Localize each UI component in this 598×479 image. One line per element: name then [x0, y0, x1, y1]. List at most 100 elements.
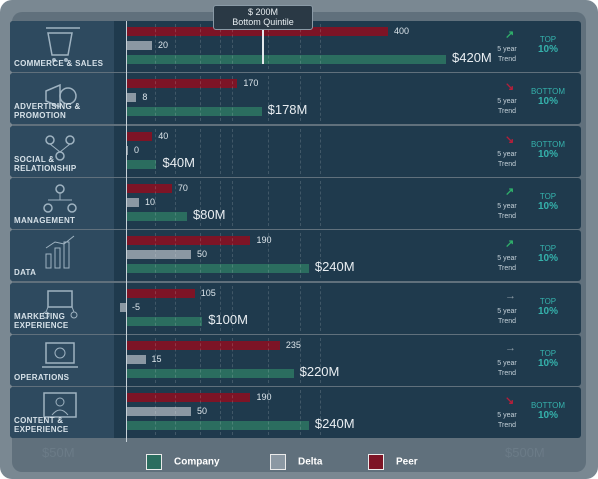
- trend-label: 5 year Trend: [497, 255, 517, 273]
- rank-label: BOTTOM: [530, 401, 566, 411]
- delta-bar[interactable]: [126, 93, 137, 103]
- company-value: $420M: [452, 50, 492, 65]
- peer-value: 235: [285, 339, 301, 350]
- rank-percent: 10%: [537, 410, 558, 422]
- category-cell: OPERATIONS: [10, 334, 114, 386]
- category-row[interactable]: OPERATIONS 235 15 $220M → 5 year Trend T…: [10, 334, 581, 386]
- category-label: ADVERTISING & PROMOTION: [14, 102, 81, 121]
- grid-line: [300, 76, 302, 122]
- rank-label: TOP: [539, 191, 557, 201]
- delta-value: 0: [134, 144, 140, 155]
- legend-peer[interactable]: Peer: [368, 454, 418, 470]
- delta-value: 50: [197, 249, 208, 260]
- company-bar[interactable]: [126, 55, 446, 64]
- grid-line: [320, 128, 322, 174]
- category-cell: COMMERCE & SALES: [10, 21, 114, 72]
- rank-badge: BOTTOM 10%: [522, 87, 574, 107]
- peer-bar[interactable]: [126, 79, 238, 89]
- grid-line: [320, 76, 322, 122]
- grid-line: [155, 76, 157, 122]
- peer-bar[interactable]: [126, 288, 195, 298]
- legend-company[interactable]: Company: [146, 454, 220, 470]
- delta-bar[interactable]: [126, 354, 146, 364]
- grid-line: [268, 180, 270, 226]
- grid-line: [175, 337, 177, 383]
- grid-line: [155, 390, 157, 436]
- grid-line: [300, 285, 302, 331]
- rank-badge: TOP 10%: [522, 349, 574, 369]
- category-label: OPERATIONS: [14, 372, 70, 382]
- legend-delta-swatch: [270, 454, 286, 470]
- hover-tooltip: $ 200M Bottom Quintile: [213, 5, 313, 30]
- delta-bar[interactable]: [126, 145, 128, 155]
- grid-line: [155, 285, 157, 331]
- grid-line: [200, 233, 202, 279]
- company-bar[interactable]: [126, 107, 262, 117]
- peer-value: 105: [200, 287, 216, 298]
- trend-down-icon: ↘: [505, 395, 515, 408]
- grid-line: [175, 233, 177, 279]
- rank-percent: 10%: [537, 96, 558, 108]
- rank-label: TOP: [539, 296, 557, 306]
- legend-delta[interactable]: Delta: [270, 454, 322, 470]
- legend-company-swatch: [146, 454, 162, 470]
- grid-line: [200, 180, 202, 226]
- peer-bar[interactable]: [126, 183, 172, 193]
- grid-line: [200, 337, 202, 383]
- grid-line: [155, 180, 157, 226]
- company-bar[interactable]: [126, 211, 187, 221]
- company-bar[interactable]: [126, 316, 203, 326]
- peer-bar[interactable]: [126, 27, 388, 36]
- rank-percent: 10%: [537, 357, 558, 369]
- delta-bar[interactable]: [126, 41, 152, 50]
- grid-line: [200, 285, 202, 331]
- grid-line: [300, 233, 302, 279]
- peer-bar[interactable]: [126, 131, 153, 141]
- delta-bar[interactable]: [126, 250, 191, 260]
- rank-badge: BOTTOM 10%: [522, 140, 574, 160]
- grid-line: [200, 76, 202, 122]
- peer-bar[interactable]: [126, 393, 251, 403]
- rank-badge: TOP 10%: [522, 244, 574, 264]
- category-cell: DATA: [10, 230, 114, 282]
- peer-bar[interactable]: [126, 236, 251, 246]
- tooltip-marker: [262, 30, 264, 64]
- category-label: CONTENT & EXPERIENCE: [14, 416, 69, 435]
- category-row[interactable]: ADVERTISING & PROMOTION 170 8 $178M ↘ 5 …: [10, 73, 581, 125]
- rank-label: TOP: [539, 348, 557, 358]
- grid-line: [268, 128, 270, 174]
- grid-line: [220, 285, 222, 331]
- trend-label: 5 year Trend: [497, 307, 517, 325]
- company-bar[interactable]: [126, 368, 294, 378]
- grid-line: [232, 128, 234, 174]
- grid-line: [175, 76, 177, 122]
- company-bar[interactable]: [126, 159, 157, 169]
- trend-label: 5 year Trend: [497, 359, 517, 377]
- peer-bar[interactable]: [126, 340, 280, 350]
- category-row[interactable]: MANAGEMENT 70 10 $80M ↗ 5 year Trend TOP…: [10, 177, 581, 229]
- category-row[interactable]: SOCIAL & RELATIONSHIP 40 0 $40M ↘ 5 year…: [10, 125, 581, 177]
- grid-line: [320, 390, 322, 436]
- grid-line: [232, 285, 234, 331]
- grid-line: [320, 337, 322, 383]
- grid-line: [320, 233, 322, 279]
- delta-bar[interactable]: [126, 407, 191, 417]
- grid-line: [300, 128, 302, 174]
- category-row[interactable]: CONTENT & EXPERIENCE 190 50 $240M ↘ 5 ye…: [10, 387, 581, 439]
- peer-value: 170: [243, 78, 259, 89]
- category-row[interactable]: MARKETING EXPERIENCE 105 -5 $100M → 5 ye…: [10, 282, 581, 334]
- company-bar[interactable]: [126, 421, 309, 431]
- delta-bar[interactable]: [126, 197, 139, 207]
- grid-line: [268, 24, 270, 69]
- network-nodes-icon: [42, 289, 78, 318]
- company-bar[interactable]: [126, 264, 309, 274]
- category-row[interactable]: DATA 190 50 $240M ↗ 5 year Trend TOP 10%: [10, 230, 581, 282]
- rank-label: BOTTOM: [530, 87, 566, 97]
- trend-down-icon: ↘: [505, 133, 515, 146]
- grid-line: [232, 233, 234, 279]
- delta-bar[interactable]: [119, 302, 126, 312]
- grid-line: [220, 390, 222, 436]
- legend-peer-swatch: [368, 454, 384, 470]
- peer-value: 190: [256, 235, 272, 246]
- grid-line: [155, 128, 157, 174]
